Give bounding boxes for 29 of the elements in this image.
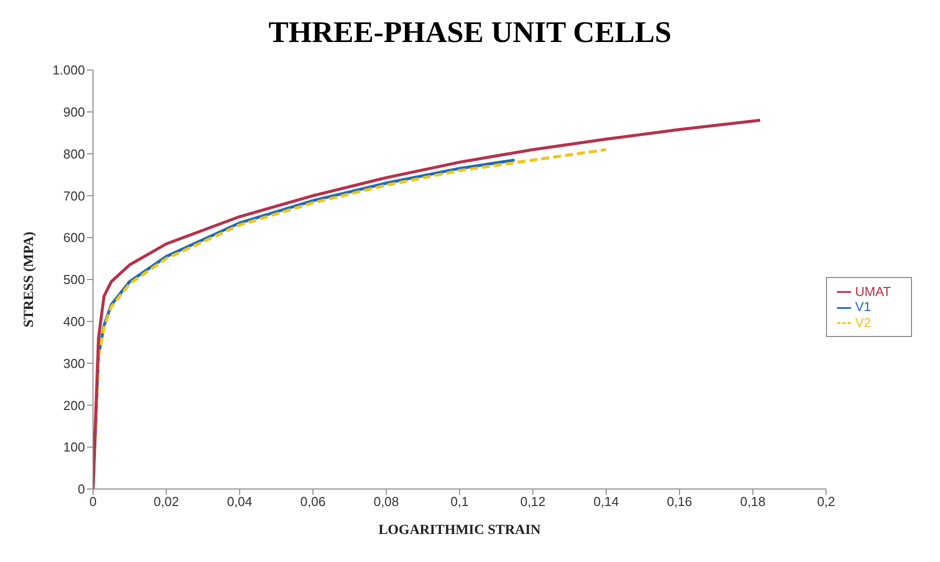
y-tick-label: 300 xyxy=(63,356,85,371)
x-tick-label: 0,02 xyxy=(154,494,179,510)
y-tick-label: 800 xyxy=(63,146,85,162)
x-tick-label: 0,16 xyxy=(666,494,692,510)
y-tick-label: 400 xyxy=(63,314,85,330)
y-tick-label: 1.000 xyxy=(52,62,85,78)
x-tick-label: 0,1 xyxy=(450,494,469,510)
x-tick-label: 0 xyxy=(89,494,97,510)
y-tick-label: 500 xyxy=(63,272,85,288)
x-tick-label: 0,08 xyxy=(374,494,399,510)
x-axis-title: LOGARITHMIC STRAIN xyxy=(378,523,541,538)
x-tick-label: 0,04 xyxy=(226,494,252,510)
line-series xyxy=(93,118,762,489)
x-tick-label: 0,18 xyxy=(740,494,766,510)
y-tick-label: 600 xyxy=(63,230,85,246)
x-tick-label: 0,06 xyxy=(300,494,326,510)
y-tick-label: 100 xyxy=(63,440,85,455)
y-tick-label: 700 xyxy=(63,188,85,204)
legend-label: V2 xyxy=(855,314,872,330)
y-axis-title: STRESS (MPA) xyxy=(22,231,37,328)
y-tick-label: 900 xyxy=(63,104,85,120)
x-tick-label: 0,14 xyxy=(594,494,619,510)
x-tick-label: 0,12 xyxy=(520,494,546,510)
x-tick-label: 0,2 xyxy=(817,494,836,510)
legend-label: V1 xyxy=(855,299,872,314)
legend-label: UMAT xyxy=(855,284,891,299)
y-tick-label: 0 xyxy=(78,482,85,497)
chart-title: THREE-PHASE UNIT CELLS xyxy=(268,15,672,51)
y-tick-label: 200 xyxy=(63,398,85,413)
